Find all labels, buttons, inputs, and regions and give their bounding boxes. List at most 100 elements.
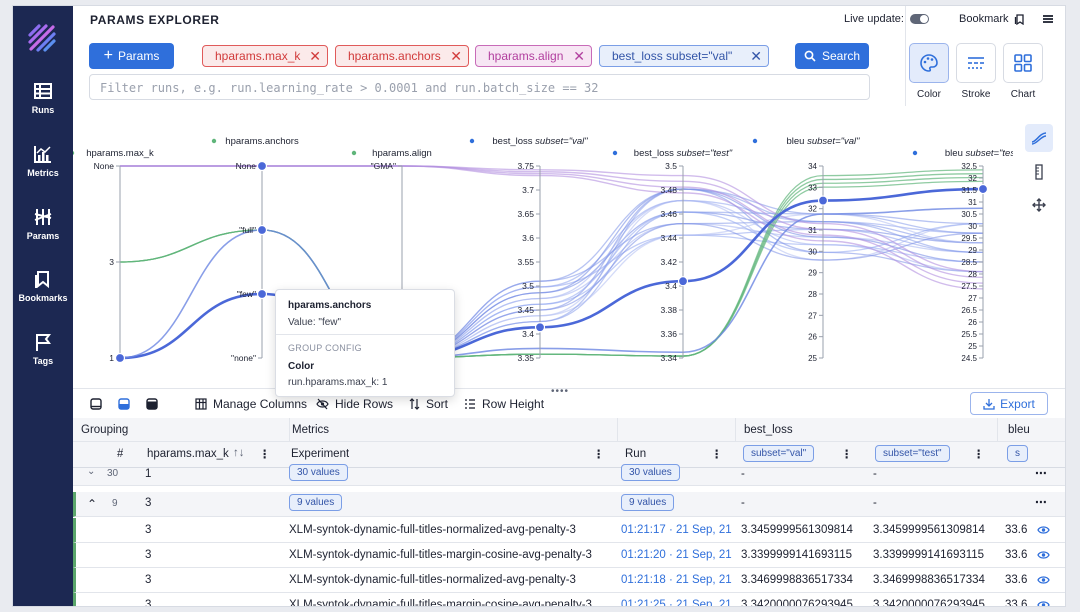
highlight-point — [817, 195, 829, 206]
values-pill[interactable]: 30 values — [289, 464, 348, 481]
manage-columns-button[interactable]: Manage Columns — [195, 397, 307, 411]
row-height-icon — [465, 398, 475, 409]
column-menu-icon[interactable]: ⋮ — [711, 449, 724, 461]
column-menu-icon[interactable]: ⋮ — [973, 449, 986, 461]
param-chip[interactable]: hparams.anchors ✕ — [335, 45, 469, 67]
group-row[interactable]: ⌄ 30 1 30 values 30 values - - ⋯ — [73, 464, 1065, 486]
tick-label: None — [236, 161, 257, 171]
close-icon[interactable]: ✕ — [450, 47, 462, 64]
sort-arrows-icon[interactable]: ↑↓ — [233, 447, 245, 459]
experiment-column-header[interactable]: Experiment — [291, 448, 350, 460]
table-row[interactable]: 3 XLM-syntok-dynamic-full-titles-margin-c… — [73, 593, 1065, 607]
group-row[interactable]: ⌃ 9 3 9 values 9 values - - ⋯ — [73, 492, 1065, 517]
palette-icon — [920, 54, 938, 72]
row-run-link[interactable]: 01:21:17 · 21 Sep, 21 — [621, 524, 732, 536]
hide-rows-button[interactable]: Hide Rows — [316, 397, 393, 411]
tick-label: 3.44 — [660, 233, 677, 243]
eye-icon[interactable] — [1037, 575, 1050, 585]
values-pill[interactable]: 9 values — [621, 494, 675, 511]
close-icon[interactable]: ✕ — [573, 47, 585, 64]
menu-icon[interactable] — [1042, 13, 1054, 25]
values-pill[interactable]: 30 values — [621, 464, 680, 481]
color-button[interactable] — [909, 43, 949, 83]
row-run-link[interactable]: 01:21:25 · 21 Sep, 21 — [621, 599, 732, 607]
eye-icon[interactable] — [1037, 600, 1050, 607]
sort-button[interactable]: Sort — [409, 397, 448, 411]
chevron-down-icon[interactable]: ⌄ — [87, 466, 96, 477]
axis-subset: subset="val" — [807, 136, 860, 147]
group-max-k: 3 — [145, 497, 152, 509]
eye-icon[interactable] — [1037, 550, 1050, 560]
export-button[interactable]: Export — [970, 392, 1048, 415]
add-params-button[interactable]: + Params — [89, 43, 174, 69]
table-row[interactable]: 3 XLM-syntok-dynamic-full-titles-normaliz… — [73, 568, 1065, 593]
max-k-column-header[interactable]: hparams.max_k — [147, 448, 229, 460]
filter-input[interactable]: Filter runs, e.g. run.learning_rate > 0.… — [89, 74, 870, 100]
tick-label: 26 — [968, 318, 977, 327]
row-run-link[interactable]: 01:21:20 · 21 Sep, 21 — [621, 549, 732, 561]
aim-logo-icon[interactable] — [27, 23, 57, 53]
tick-label: 24.5 — [961, 354, 977, 363]
row-height-button[interactable]: Row Height — [464, 397, 544, 411]
column-menu-icon[interactable]: ⋮ — [259, 449, 272, 461]
sidebar-item-runs[interactable]: Runs — [13, 81, 73, 135]
eye-icon[interactable] — [1037, 525, 1050, 535]
tick-label: 3.45 — [517, 305, 534, 315]
metrics-header: Metrics — [292, 424, 330, 436]
row-height-label: Row Height — [482, 396, 545, 411]
row-best-loss-val: 3.3469998836517334 — [741, 574, 853, 586]
row-run-link[interactable]: 01:21:18 · 21 Sep, 21 — [621, 574, 732, 586]
tick-label: 3.6 — [522, 233, 534, 243]
subset-bleu-column-header[interactable]: s — [1007, 445, 1028, 462]
row-experiment[interactable]: XLM-syntok-dynamic-full-titles-margin-co… — [289, 549, 592, 561]
resize-handle-icon[interactable]: •••• — [551, 386, 570, 397]
group-val: - — [741, 497, 745, 509]
chart-svg[interactable]: None31hparams.max_kNone"full""few""none"… — [69, 116, 1022, 388]
subset-val-column-header[interactable]: subset="val" — [743, 445, 815, 462]
highlight-mode-button[interactable] — [1025, 124, 1053, 152]
chart-button[interactable] — [1003, 43, 1043, 83]
row-menu-icon[interactable]: ⋯ — [1035, 497, 1048, 509]
live-update-toggle[interactable] — [909, 14, 929, 24]
sort-label: Sort — [426, 396, 449, 411]
column-menu-icon[interactable]: ⋮ — [841, 449, 854, 461]
tick-label: 3.65 — [517, 209, 534, 219]
axis-dot-icon — [469, 138, 475, 144]
tick-label: 3.35 — [517, 353, 534, 363]
run-column-header[interactable]: Run — [625, 448, 647, 460]
values-pill[interactable]: 9 values — [289, 494, 343, 511]
row-experiment[interactable]: XLM-syntok-dynamic-full-titles-margin-co… — [289, 599, 592, 607]
close-icon[interactable]: ✕ — [309, 47, 321, 64]
pill-label: 9 values — [289, 494, 343, 511]
bookmark-button[interactable]: Bookmark — [959, 13, 1025, 25]
row-menu-icon[interactable]: ⋯ — [1035, 468, 1048, 480]
sidebar-item-metrics[interactable]: Metrics — [13, 144, 73, 198]
column-menu-icon[interactable]: ⋮ — [593, 449, 606, 461]
param-chip[interactable]: best_loss subset="val" ✕ — [599, 45, 769, 67]
subset-test-column-header[interactable]: subset="test" — [875, 445, 950, 462]
sidebar-item-params[interactable]: Params — [13, 207, 73, 261]
close-icon[interactable]: ✕ — [750, 47, 762, 64]
table-row[interactable]: 3 XLM-syntok-dynamic-full-titles-margin-c… — [73, 543, 1065, 568]
search-button[interactable]: Search — [795, 43, 869, 69]
axis-dot-icon — [351, 150, 357, 156]
row-best-loss-val: 3.3459999561309814 — [741, 524, 853, 536]
tick-label: 25 — [968, 342, 977, 351]
move-button[interactable] — [1025, 191, 1053, 219]
table-half-icon[interactable] — [118, 398, 130, 410]
sidebar-item-bookmarks[interactable]: Bookmarks — [13, 269, 73, 323]
param-chip[interactable]: hparams.max_k ✕ — [202, 45, 328, 67]
table-full-icon[interactable] — [146, 398, 158, 410]
hide-rows-label: Hide Rows — [335, 396, 394, 411]
table-hidden-icon[interactable] — [90, 398, 102, 410]
param-chip[interactable]: hparams.align ✕ — [475, 45, 592, 67]
row-experiment[interactable]: XLM-syntok-dynamic-full-titles-normalize… — [289, 574, 576, 586]
tick-label: 26 — [808, 333, 817, 342]
stroke-button[interactable] — [956, 43, 996, 83]
tick-label: 27.5 — [961, 282, 977, 291]
chevron-up-icon[interactable]: ⌃ — [87, 497, 98, 511]
row-experiment[interactable]: XLM-syntok-dynamic-full-titles-normalize… — [289, 524, 576, 536]
sidebar-item-tags[interactable]: Tags — [13, 332, 73, 386]
table-row[interactable]: 3 XLM-syntok-dynamic-full-titles-normaliz… — [73, 518, 1065, 543]
axes-scale-button[interactable] — [1025, 158, 1053, 186]
